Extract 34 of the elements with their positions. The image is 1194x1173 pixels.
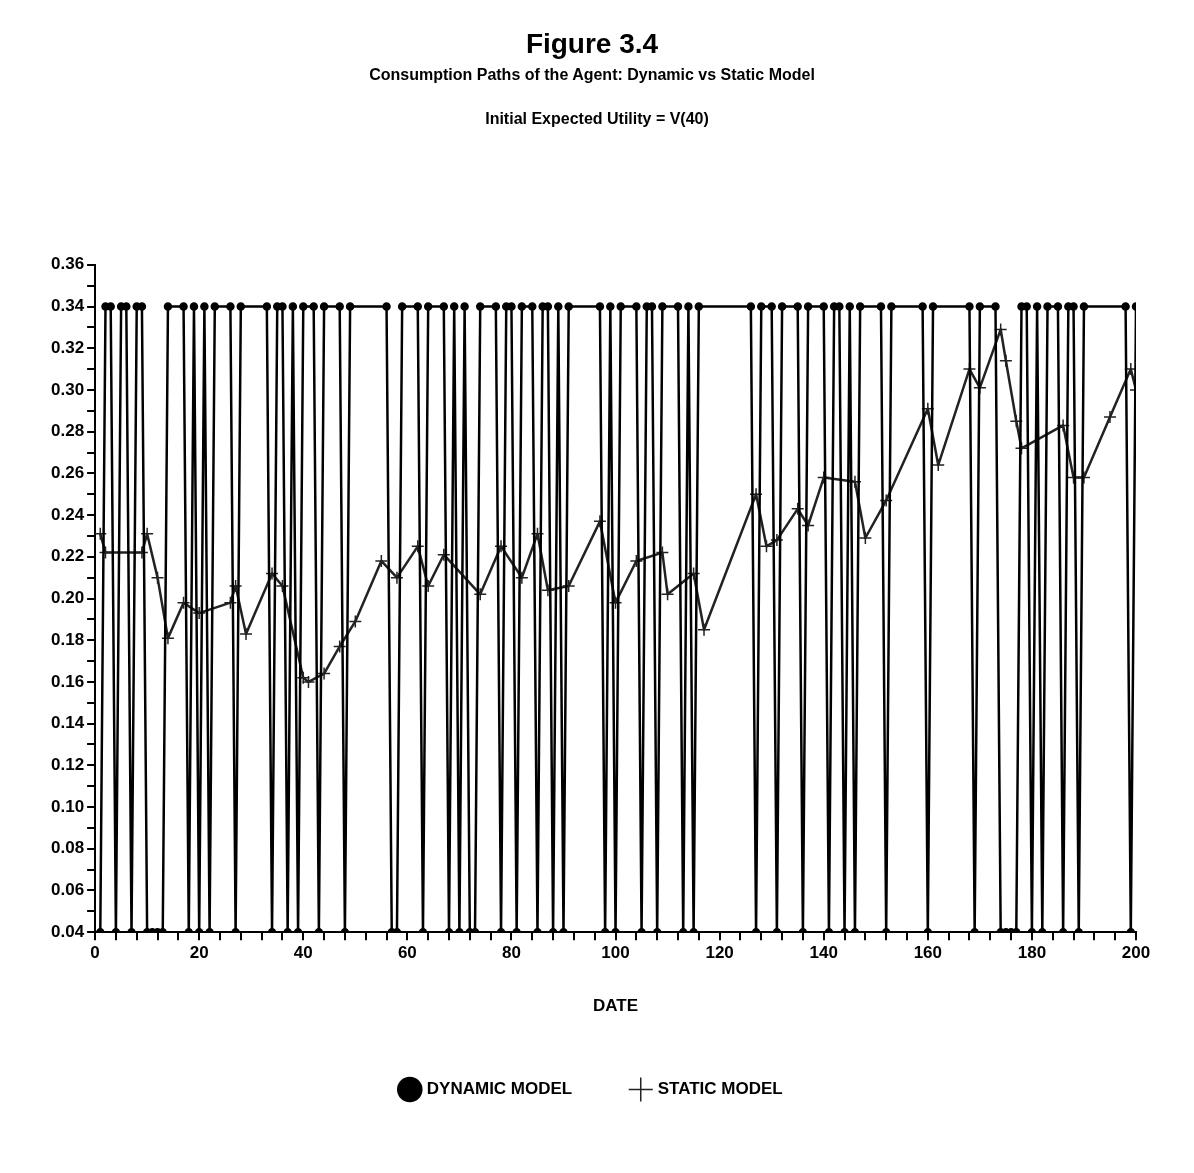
x-tick-label: 40	[293, 943, 313, 963]
x-tick-label: 180	[1017, 943, 1047, 963]
legend-label: DYNAMIC MODEL	[426, 1079, 573, 1099]
y-tick-label: 0.18	[50, 629, 85, 649]
y-tick-label: 0.20	[50, 588, 85, 608]
x-tick-label: 60	[397, 943, 417, 963]
legend-label: STATIC MODEL	[657, 1079, 783, 1099]
y-tick-label: 0.36	[50, 254, 85, 274]
y-tick-label: 0.12	[50, 755, 85, 775]
y-tick-label: 0.06	[50, 880, 85, 900]
x-tick-label: 120	[705, 943, 734, 963]
y-tick-label: 0.30	[50, 379, 85, 399]
y-tick-label: 0.04	[50, 921, 85, 941]
chart-title: Figure 3.4	[525, 27, 659, 59]
y-tick-label: 0.08	[50, 838, 85, 858]
x-tick-label: 200	[1121, 943, 1151, 963]
y-tick-label: 0.34	[50, 296, 85, 316]
text: Initial Expected Utility = V(40)	[485, 110, 709, 128]
x-tick-label: 0	[90, 943, 100, 963]
x-tick-label: 20	[189, 943, 209, 963]
y-tick-label: 0.16	[50, 671, 85, 691]
y-tick-label: 0.32	[50, 337, 85, 357]
x-tick-label: 140	[809, 943, 838, 963]
x-tick-label: 100	[601, 943, 630, 963]
x-tick-label: 80	[501, 943, 521, 963]
y-tick-label: 0.24	[50, 504, 85, 524]
y-tick-label: 0.10	[50, 796, 85, 816]
y-tick-label: 0.26	[50, 463, 85, 483]
chart-subtitle: Consumption Paths of the Agent: Dynamic vs Static Model	[369, 65, 815, 83]
y-tick-label: 0.28	[50, 421, 85, 441]
x-axis-title: DATE	[593, 996, 639, 1016]
y-tick-label: 0.22	[50, 546, 85, 566]
x-tick-label: 160	[913, 943, 942, 963]
y-tick-label: 0.14	[50, 713, 85, 733]
